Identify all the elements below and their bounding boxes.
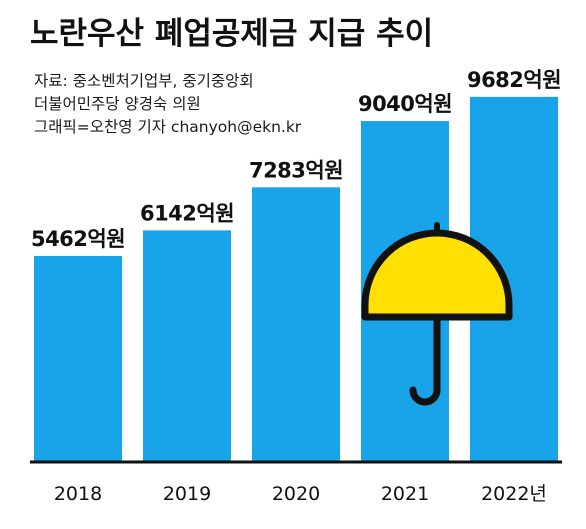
x-tick-label-2018: 2018 [54, 483, 102, 505]
x-tick-label-2022년: 2022년 [481, 483, 547, 505]
source-line-2: 더불어민주당 양경숙 의원 [34, 95, 201, 113]
value-label-2018: 5462억원 [31, 227, 125, 251]
value-label-2020: 7283억원 [249, 158, 343, 182]
x-tick-labels-group: 2018 2019 2020 2021 2022년 [54, 483, 547, 505]
bar-2019 [143, 230, 231, 462]
bar-2018 [34, 256, 122, 462]
value-labels-group: 5462억원 6142억원 7283억원 9040억원 9682억원 [31, 68, 562, 251]
x-tick-label-2020: 2020 [272, 483, 320, 505]
chart-title: 노란우산 폐업공제금 지급 추이 [30, 16, 433, 52]
x-tick-label-2021: 2021 [381, 483, 429, 505]
umbrella-icon [361, 222, 513, 406]
value-label-2019: 6142억원 [140, 201, 234, 225]
value-label-2021: 9040억원 [358, 92, 452, 116]
x-tick-label-2019: 2019 [163, 483, 211, 505]
source-line-1: 자료: 중소벤처기업부, 중기중앙회 [34, 72, 254, 90]
value-label-2022년: 9682억원 [467, 68, 561, 92]
bar-2020 [252, 187, 340, 463]
source-line-3: 그래픽=오찬영 기자 chanyoh@ekn.kr [34, 118, 302, 136]
